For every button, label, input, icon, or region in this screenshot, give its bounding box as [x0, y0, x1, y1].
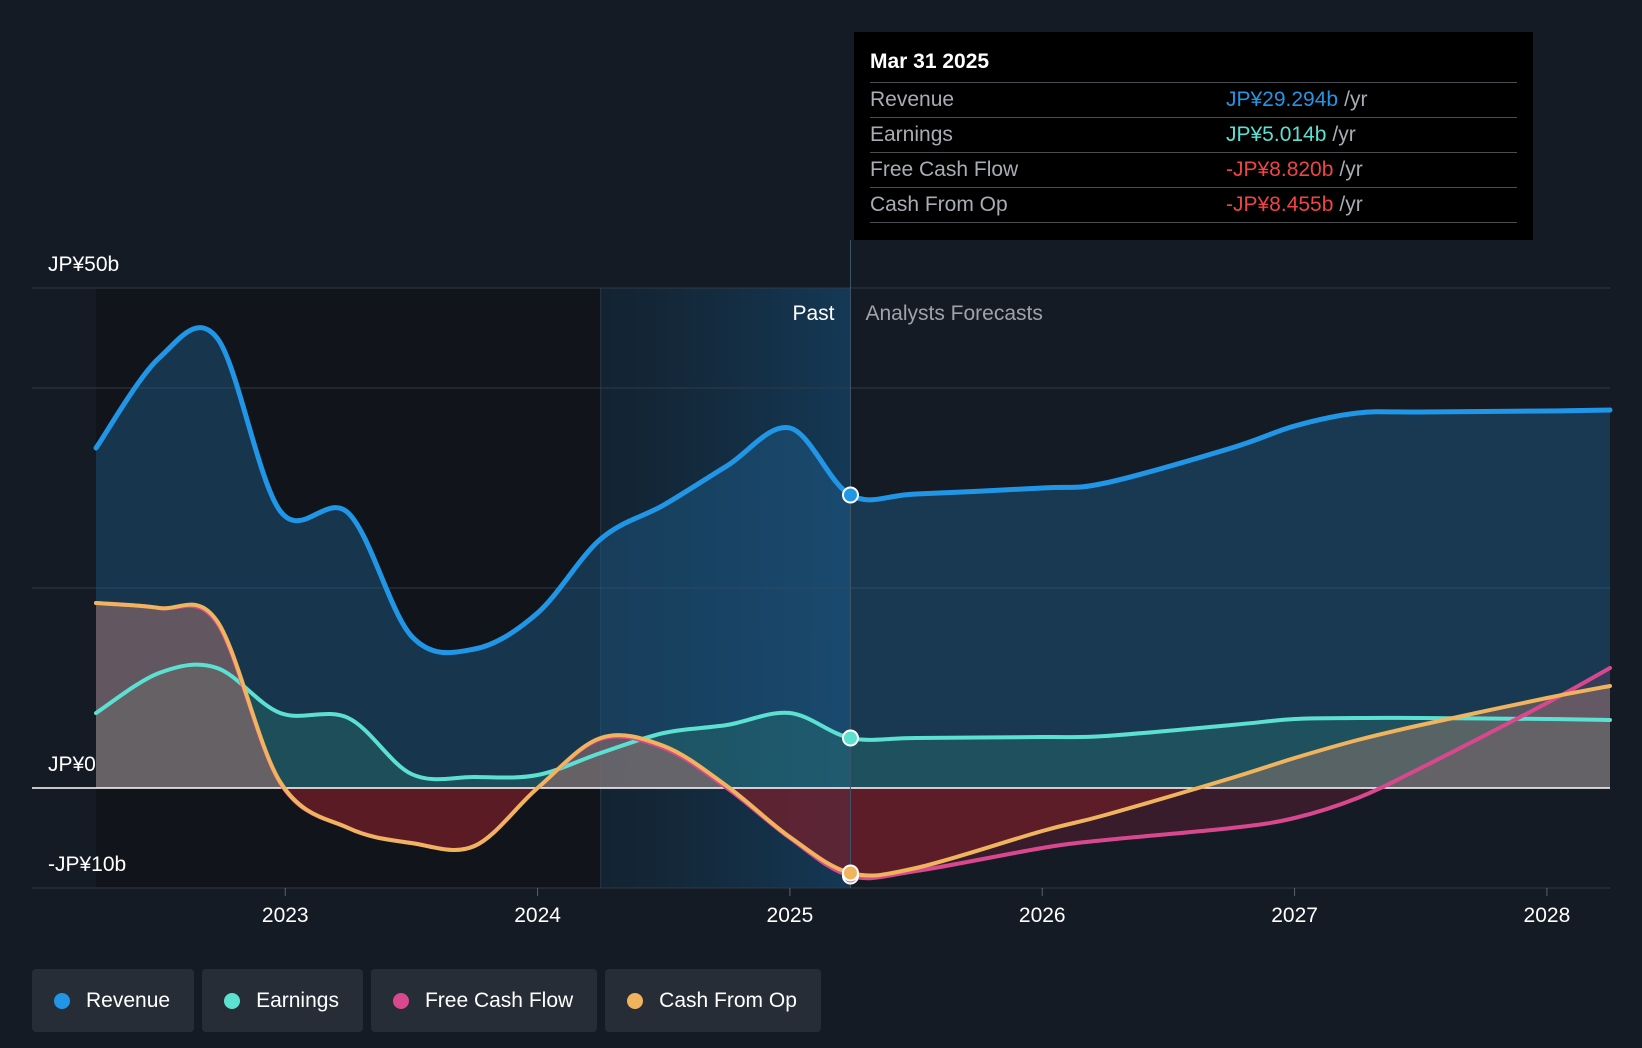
- tooltip-unit: /yr: [1339, 193, 1363, 216]
- tooltip-label: Earnings: [870, 123, 953, 146]
- tooltip-value: JP¥5.014b: [1226, 123, 1327, 146]
- earnings-marker: [841, 729, 859, 747]
- tooltip-unit: /yr: [1344, 88, 1368, 111]
- tooltip-label: Free Cash Flow: [870, 158, 1019, 181]
- legend-item-revenue[interactable]: Revenue: [32, 969, 195, 1032]
- forecast-label: Analysts Forecasts: [865, 302, 1042, 325]
- revenue-area-positive: [96, 327, 1610, 788]
- x-tick-label: 2028: [1524, 904, 1571, 927]
- x-tick-label: 2023: [262, 904, 309, 927]
- x-tick-label: 2027: [1271, 904, 1318, 927]
- revenue-marker: [841, 486, 859, 504]
- tooltip-row-free-cash-flow: Free Cash Flow -JP¥8.820b /yr: [870, 152, 1517, 187]
- legend-label: Cash From Op: [659, 988, 797, 1012]
- tooltip: Mar 31 2025 Revenue JP¥29.294b /yr Earni…: [854, 32, 1533, 240]
- tooltip-value: -JP¥8.820b: [1226, 158, 1334, 181]
- legend: Revenue Earnings Free Cash Flow Cash Fro…: [32, 969, 829, 1032]
- cash-from-op-area-negative: [96, 788, 1610, 876]
- y-axis-label: -JP¥10b: [48, 853, 126, 876]
- tooltip-date: Mar 31 2025: [870, 50, 990, 73]
- tooltip-value: JP¥29.294b: [1226, 88, 1339, 111]
- legend-item-cash-from-op[interactable]: Cash From Op: [605, 969, 821, 1032]
- tooltip-row-revenue: Revenue JP¥29.294b /yr: [870, 82, 1517, 117]
- cash-from-op-marker: [841, 864, 859, 882]
- legend-label: Free Cash Flow: [424, 988, 574, 1012]
- cash-from-op-dot-icon: [627, 992, 644, 1009]
- past-label: Past: [792, 302, 834, 325]
- revenue-dot-icon: [54, 992, 70, 1009]
- tooltip-label: Cash From Op: [870, 193, 1008, 216]
- cash-from-op-area-positive: [96, 603, 1610, 788]
- legend-item-free-cash-flow[interactable]: Free Cash Flow: [370, 969, 598, 1032]
- free-cash-flow-area-positive: [96, 603, 1610, 788]
- earnings-line: [94, 662, 1612, 782]
- y-axis-label: JP¥0: [48, 753, 96, 776]
- x-tick-label: 2026: [1019, 904, 1066, 927]
- tooltip-unit: /yr: [1332, 123, 1356, 146]
- y-axis-label: JP¥50b: [48, 253, 119, 276]
- earnings-dot-icon: [224, 992, 241, 1009]
- x-tick-label: 2024: [514, 904, 561, 927]
- tooltip-unit: /yr: [1339, 158, 1363, 181]
- legend-item-earnings[interactable]: Earnings: [202, 969, 363, 1032]
- tooltip-label: Revenue: [870, 88, 955, 111]
- x-tick-label: 2025: [767, 904, 814, 927]
- tooltip-value: -JP¥8.455b: [1226, 193, 1334, 216]
- earnings-area-positive: [96, 664, 1610, 788]
- revenue-line: [93, 325, 1613, 656]
- legend-label: Revenue: [86, 988, 171, 1012]
- free-cash-flow-dot-icon: [392, 992, 409, 1009]
- tooltip-row-earnings: Earnings JP¥5.014b /yr: [870, 117, 1517, 152]
- legend-label: Earnings: [256, 988, 339, 1012]
- tooltip-row-cash-from-op: Cash From Op -JP¥8.455b /yr: [870, 187, 1517, 223]
- cash-from-op-line: [94, 601, 1612, 878]
